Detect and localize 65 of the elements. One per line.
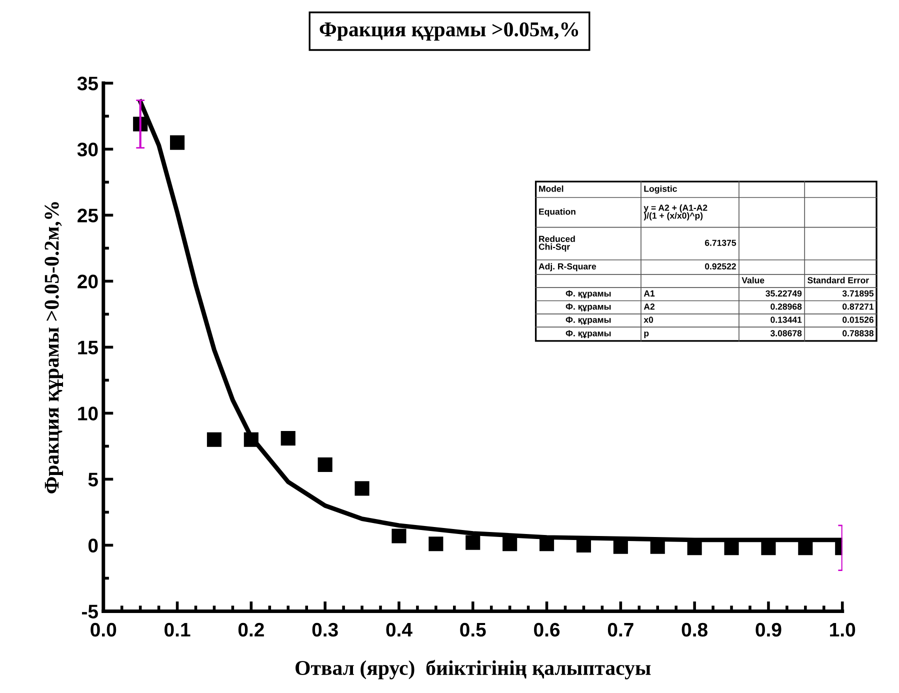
annotation: Ф. құрамы <box>566 316 611 325</box>
annotation: A2 <box>644 304 655 310</box>
annotation: 35.22749 <box>766 290 802 297</box>
annotation: p <box>644 332 649 338</box>
x-tick-label: 0.6 <box>534 622 560 637</box>
y-tick-label: -5 <box>82 604 98 618</box>
x-tick-label: 1.0 <box>830 622 856 637</box>
annotation: Standard Error <box>808 276 869 284</box>
annotation: Value <box>742 276 764 284</box>
text: 0.01526 <box>842 316 874 323</box>
y-tick-label: 25 <box>78 208 98 222</box>
point <box>687 540 702 556</box>
x-tick-label: 0.5 <box>460 622 486 637</box>
y-tick-label: 20 <box>78 274 98 288</box>
x-tick-label: 0.0 <box>90 622 116 637</box>
x-tick-label: 0.2 <box>238 622 264 637</box>
annotation: Reduced Chi-Sqr <box>538 236 575 252</box>
point <box>392 528 406 544</box>
point <box>428 536 444 552</box>
annotation: Equation <box>539 208 576 216</box>
y-axis-title: Фракция құрамы >0.05-0.2м,% <box>44 202 64 494</box>
annotation: 6.71375 <box>704 240 736 246</box>
x-tick-label: 0.4 <box>386 622 412 637</box>
y-tick-label: 5 <box>88 472 98 486</box>
text: 0.87271 <box>842 304 874 310</box>
annotation: Adj. R-Square <box>538 263 596 272</box>
point <box>318 457 332 472</box>
point <box>244 432 258 447</box>
y-tick-label: 0 <box>88 538 98 552</box>
annotation: 0.28968 <box>770 304 802 310</box>
annotation: A1 <box>644 290 655 296</box>
y-tick-label: 35 <box>77 76 98 90</box>
chart-title: Фракция құрамы >0.05м,% <box>320 22 578 41</box>
point <box>650 539 665 554</box>
annotation: Ф. құрамы <box>566 290 611 298</box>
y-tick-label: 15 <box>78 340 98 354</box>
y-tick-label: 10 <box>78 406 98 420</box>
annotation: Model <box>539 185 564 192</box>
point <box>613 539 628 554</box>
point <box>466 535 480 550</box>
annotation: x0 <box>644 316 654 323</box>
text: 3.71895 <box>842 290 874 297</box>
annotation: Ф. құрамы <box>566 304 611 312</box>
point <box>170 135 185 150</box>
text: 0.78838 <box>842 330 874 336</box>
point <box>724 540 739 556</box>
x-tick-label: 0.7 <box>608 622 634 637</box>
x-tick-label: 0.1 <box>164 622 190 637</box>
annotation: 0.92522 <box>705 263 736 270</box>
point <box>280 431 296 446</box>
annotation: Ф. құрамы <box>566 330 611 338</box>
x-tick-label: 0.3 <box>312 622 338 637</box>
annotation: Logistic <box>644 185 677 194</box>
x-axis-title: Отвал (ярус) биіктігінің қалыптасуы <box>296 660 651 680</box>
x-tick-label: 0.8 <box>682 622 708 637</box>
x-tick-label: 0.9 <box>756 622 782 637</box>
annotation: 0.13441 <box>770 316 802 323</box>
point <box>798 540 813 556</box>
point <box>761 540 776 556</box>
annotation: 3.08678 <box>770 330 802 336</box>
annotation: y = A2 + (A1-A2 )/(1 + (x/x0)^p) <box>644 204 708 220</box>
y-tick-label: 30 <box>77 142 98 156</box>
point <box>206 432 222 447</box>
point <box>354 481 370 496</box>
point <box>502 536 518 552</box>
